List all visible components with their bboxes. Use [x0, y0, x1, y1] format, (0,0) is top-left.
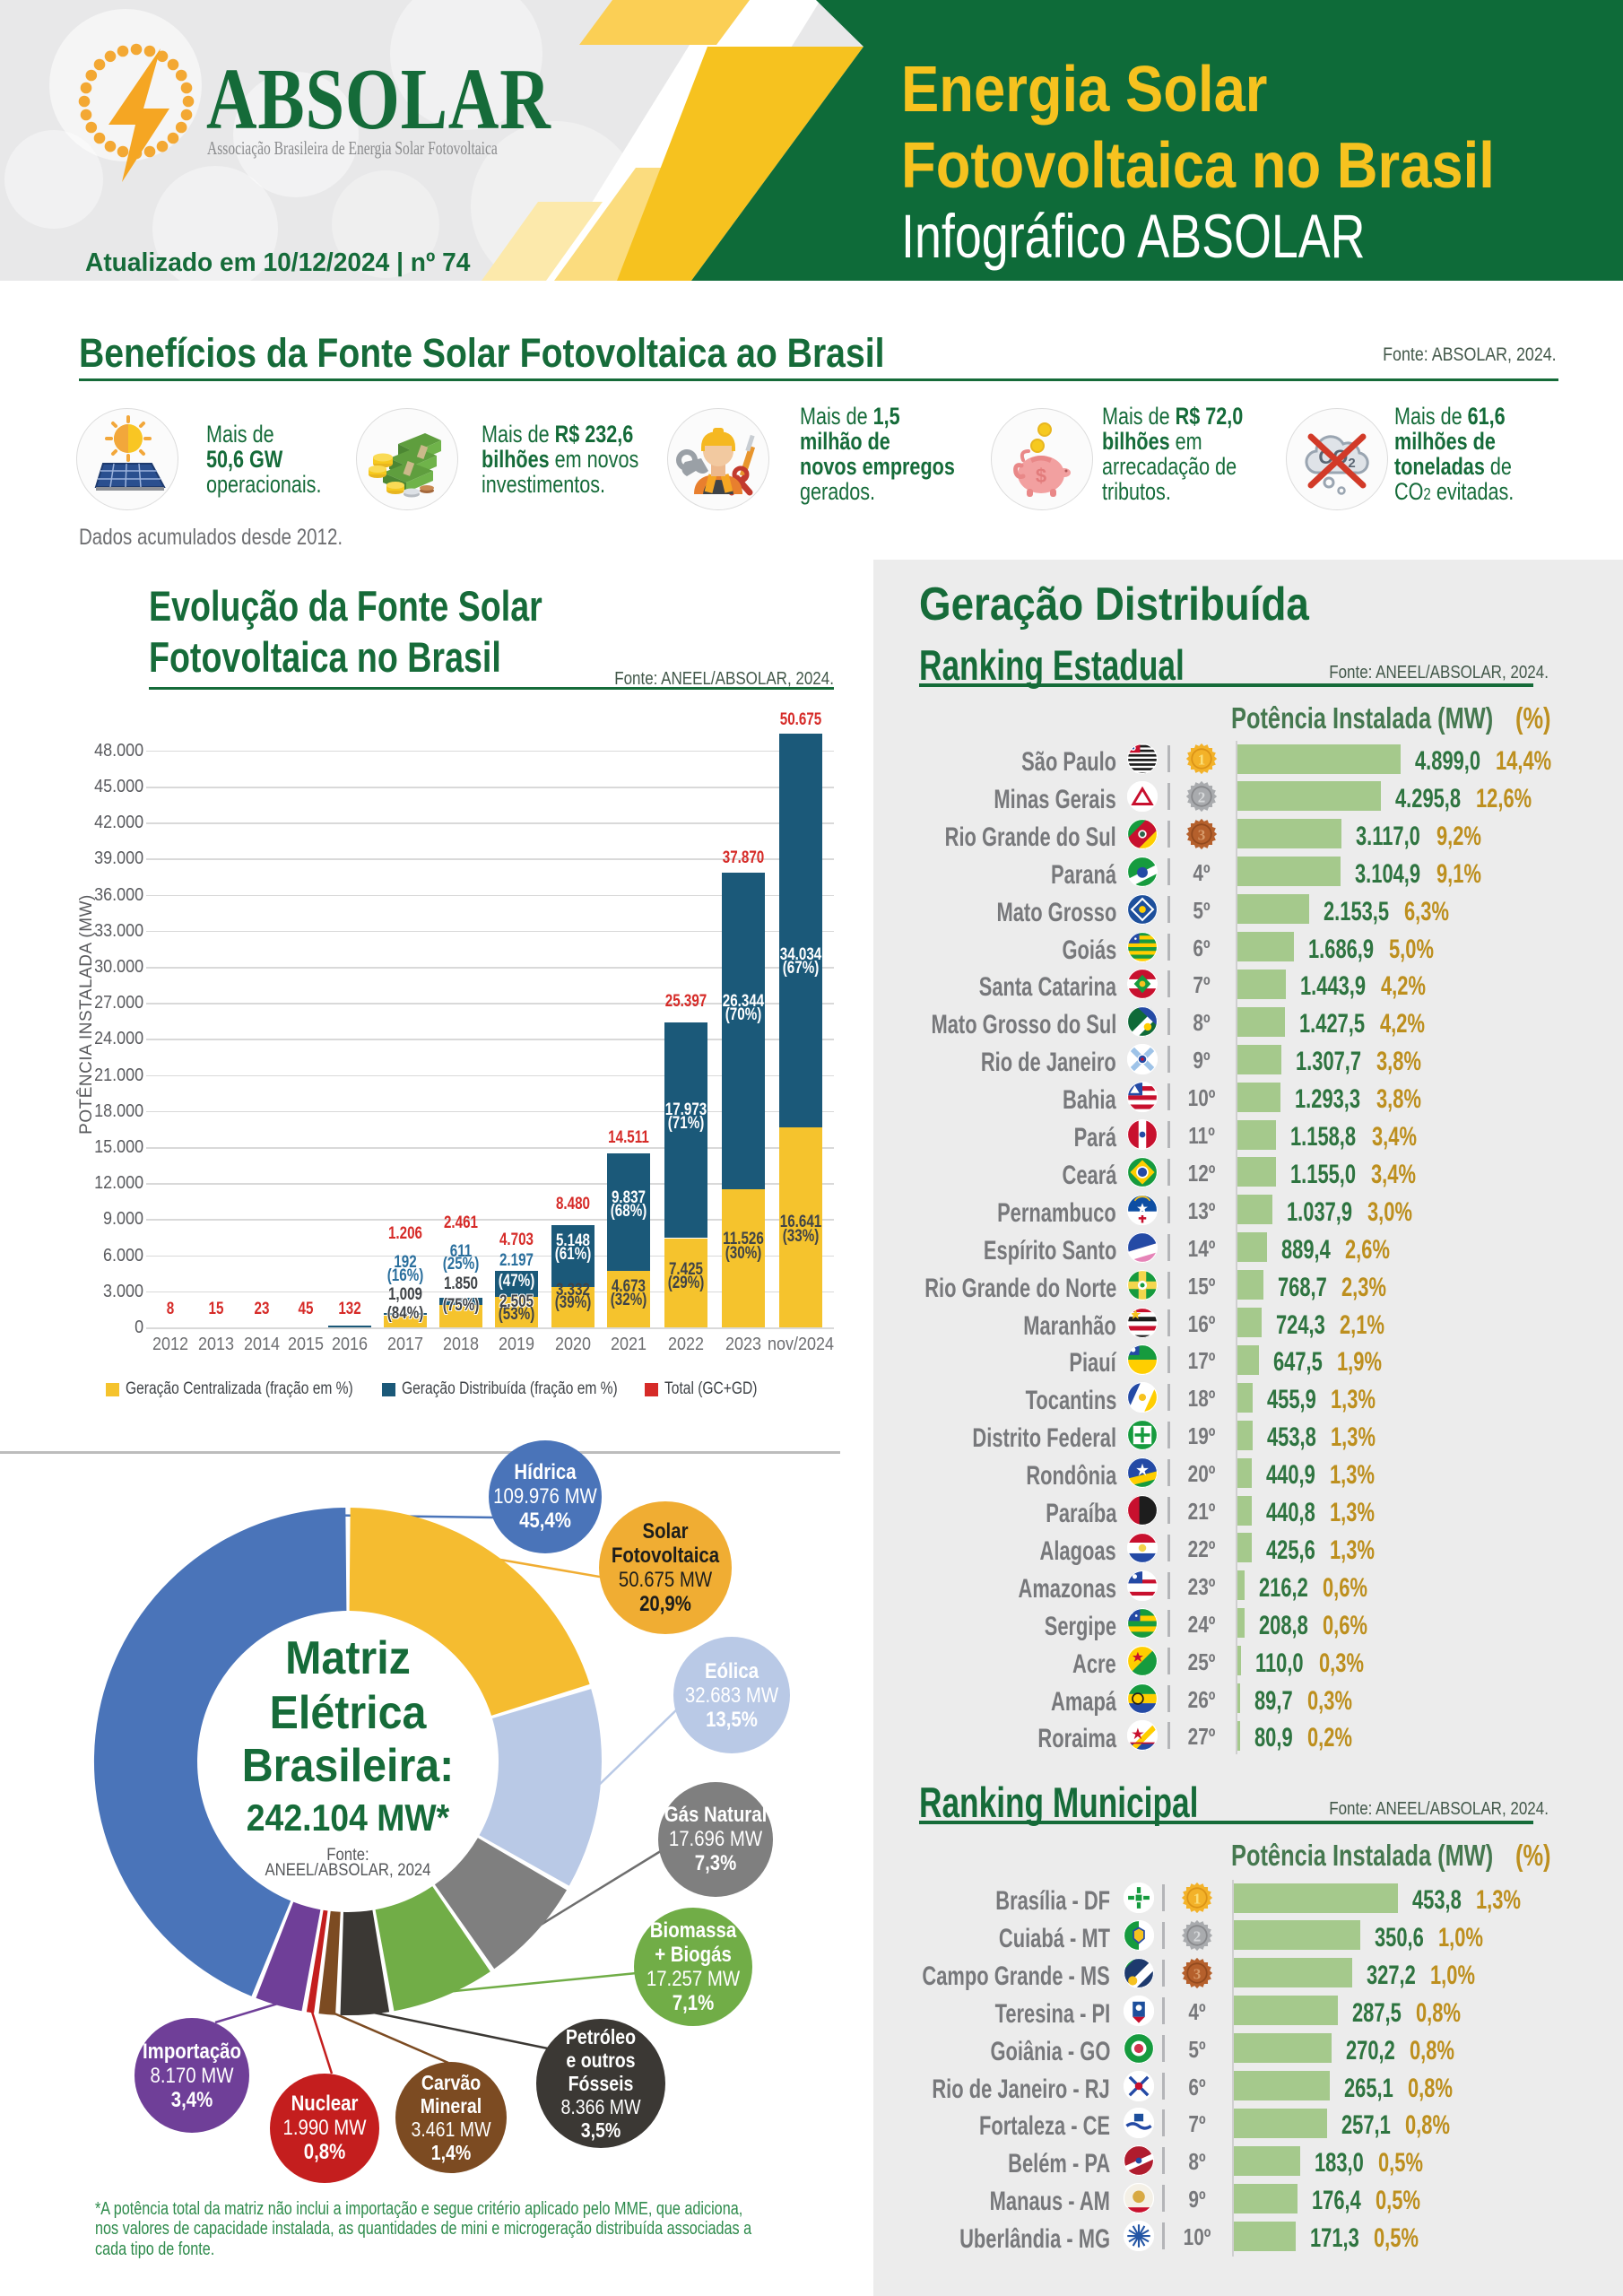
svg-text:$: $ — [1036, 465, 1046, 487]
svg-text:2: 2 — [1198, 788, 1206, 805]
svg-text:3: 3 — [1198, 826, 1206, 843]
svg-text:1: 1 — [1193, 1890, 1202, 1907]
svg-text:3: 3 — [1193, 1965, 1202, 1982]
svg-text:1: 1 — [1198, 751, 1206, 768]
svg-text:2: 2 — [1193, 1927, 1202, 1944]
